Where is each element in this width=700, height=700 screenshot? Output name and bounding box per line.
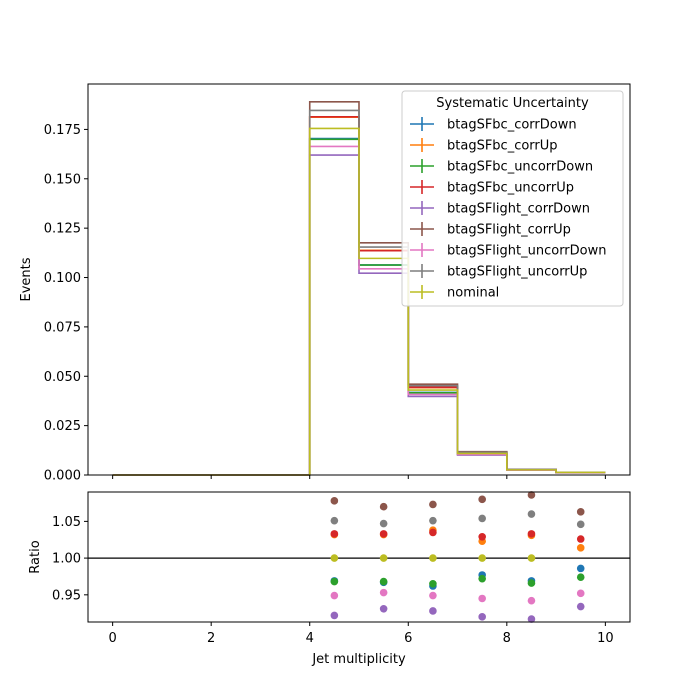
ratio-point-btagSFlight_corrUp <box>527 491 536 499</box>
ratio-y-tick-label: 0.95 <box>52 588 81 603</box>
main-panel: 0.000 0.025 0.050 0.075 0.100 0.125 0.150 0.175… <box>44 83 631 484</box>
ratio-point-btagSFlight_uncorrUp <box>527 510 536 518</box>
ratio-point-btagSFbc_corrDown <box>576 564 585 573</box>
x-tick-label: 6 <box>404 631 412 646</box>
legend-label-btagSFlight_uncorrDown: btagSFlight_uncorrDown <box>447 244 607 259</box>
legend-label-btagSFlight_corrDown: btagSFlight_corrDown <box>447 202 590 217</box>
ratio-point-btagSFlight_uncorrDown <box>576 589 585 598</box>
ratio-y-axis-label: Ratio <box>28 540 43 573</box>
ratio-point-btagSFlight_uncorrUp <box>379 519 388 528</box>
ratio-point-btagSFlight_corrUp <box>330 497 339 505</box>
main-y-tick-label: 0.000 <box>44 469 81 484</box>
main-y-tick-label: 0.175 <box>44 123 81 138</box>
ratio-point-btagSFbc_uncorrDown <box>330 577 339 586</box>
ratio-point-btagSFlight_uncorrUp <box>576 520 585 529</box>
ratio-point-btagSFbc_uncorrUp <box>330 530 339 538</box>
x-tick-label: 0 <box>108 631 116 646</box>
legend-label-btagSFbc_corrUp: btagSFbc_corrUp <box>447 139 558 154</box>
main-y-tick-label: 0.025 <box>44 419 81 434</box>
ratio-point-btagSFlight_uncorrDown <box>330 591 339 600</box>
ratio-point-btagSFlight_corrUp <box>379 502 388 511</box>
ratio-point-btagSFlight_corrDown <box>527 615 536 623</box>
ratio-point-btagSFlight_uncorrDown <box>429 591 437 600</box>
ratio-point-btagSFlight_corrDown <box>330 611 339 620</box>
ratio-point-btagSFbc_uncorrDown <box>576 573 585 581</box>
main-plot-frame <box>87 83 631 476</box>
ratio-point-btagSFbc_uncorrDown <box>478 574 486 583</box>
ratio-y-tick-label: 1.00 <box>52 552 81 567</box>
x-axis-label: Jet multiplicity <box>311 652 406 667</box>
legend-label-btagSFlight_uncorrUp: btagSFlight_uncorrUp <box>447 265 587 280</box>
ratio-point-btagSFlight_corrUp <box>576 508 585 516</box>
ratio-point-btagSFbc_uncorrUp <box>429 528 437 537</box>
main-y-tick-label: 0.050 <box>44 370 81 385</box>
ratio-y-tick-label: 1.05 <box>52 515 81 530</box>
ratio-point-btagSFlight_uncorrUp <box>330 516 339 525</box>
main-y-tick-label: 0.075 <box>44 320 81 335</box>
x-tick-label: 8 <box>503 631 511 646</box>
ratio-point-btagSFbc_uncorrDown <box>379 577 388 586</box>
ratio-point-btagSFlight_corrUp <box>478 495 486 504</box>
x-tick-label: 10 <box>597 631 614 646</box>
legend-label-btagSFbc_uncorrUp: btagSFbc_uncorrUp <box>447 181 574 196</box>
ratio-point-btagSFlight_corrUp <box>429 500 437 509</box>
x-tick-label: 2 <box>207 631 215 646</box>
legend-title: Systematic Uncertainty <box>436 96 589 111</box>
ratio-point-btagSFlight_corrDown <box>379 604 388 613</box>
ratio-point-nominal <box>429 554 437 562</box>
ratio-point-nominal <box>527 554 536 562</box>
legend: Systematic Uncertainty btagSFbc_corrDownb… <box>401 90 624 307</box>
ratio-point-btagSFbc_corrUp <box>576 544 585 552</box>
ratio-panel: 0.95 1.00 1.05 0 2 4 6 8 10 <box>52 491 631 646</box>
ratio-point-btagSFlight_uncorrDown <box>527 596 536 605</box>
ratio-point-btagSFlight_uncorrUp <box>478 514 486 523</box>
ratio-point-btagSFbc_uncorrUp <box>527 530 536 538</box>
legend-label-btagSFbc_uncorrDown: btagSFbc_uncorrDown <box>447 160 593 175</box>
ratio-point-nominal <box>330 554 339 562</box>
legend-label-btagSFbc_corrDown: btagSFbc_corrDown <box>447 118 577 133</box>
main-y-tick-label: 0.125 <box>44 222 81 237</box>
main-y-axis-label: Events <box>19 257 34 301</box>
main-y-tick-label: 0.150 <box>44 172 81 187</box>
x-tick-label: 4 <box>306 631 314 646</box>
ratio-point-btagSFbc_uncorrDown <box>429 580 437 588</box>
ratio-point-btagSFlight_corrDown <box>478 613 486 621</box>
legend-label-nominal: nominal <box>447 286 499 301</box>
ratio-point-btagSFbc_uncorrUp <box>379 530 388 538</box>
ratio-point-btagSFlight_uncorrDown <box>379 588 388 597</box>
ratio-point-btagSFlight_uncorrUp <box>429 516 437 525</box>
main-y-tick-label: 0.100 <box>44 271 81 286</box>
ratio-point-btagSFbc_uncorrUp <box>478 533 486 541</box>
ratio-point-btagSFlight_corrDown <box>576 602 585 611</box>
ratio-plot-frame <box>87 491 631 623</box>
legend-label-btagSFlight_corrUp: btagSFlight_corrUp <box>447 223 571 238</box>
ratio-point-btagSFlight_corrDown <box>429 607 437 615</box>
ratio-point-nominal <box>379 554 388 562</box>
legend-box <box>401 90 624 307</box>
ratio-point-btagSFbc_uncorrDown <box>527 579 536 587</box>
ratio-point-btagSFbc_uncorrUp <box>576 535 585 543</box>
ratio-point-btagSFlight_uncorrDown <box>478 594 486 603</box>
ratio-point-nominal <box>478 554 486 562</box>
